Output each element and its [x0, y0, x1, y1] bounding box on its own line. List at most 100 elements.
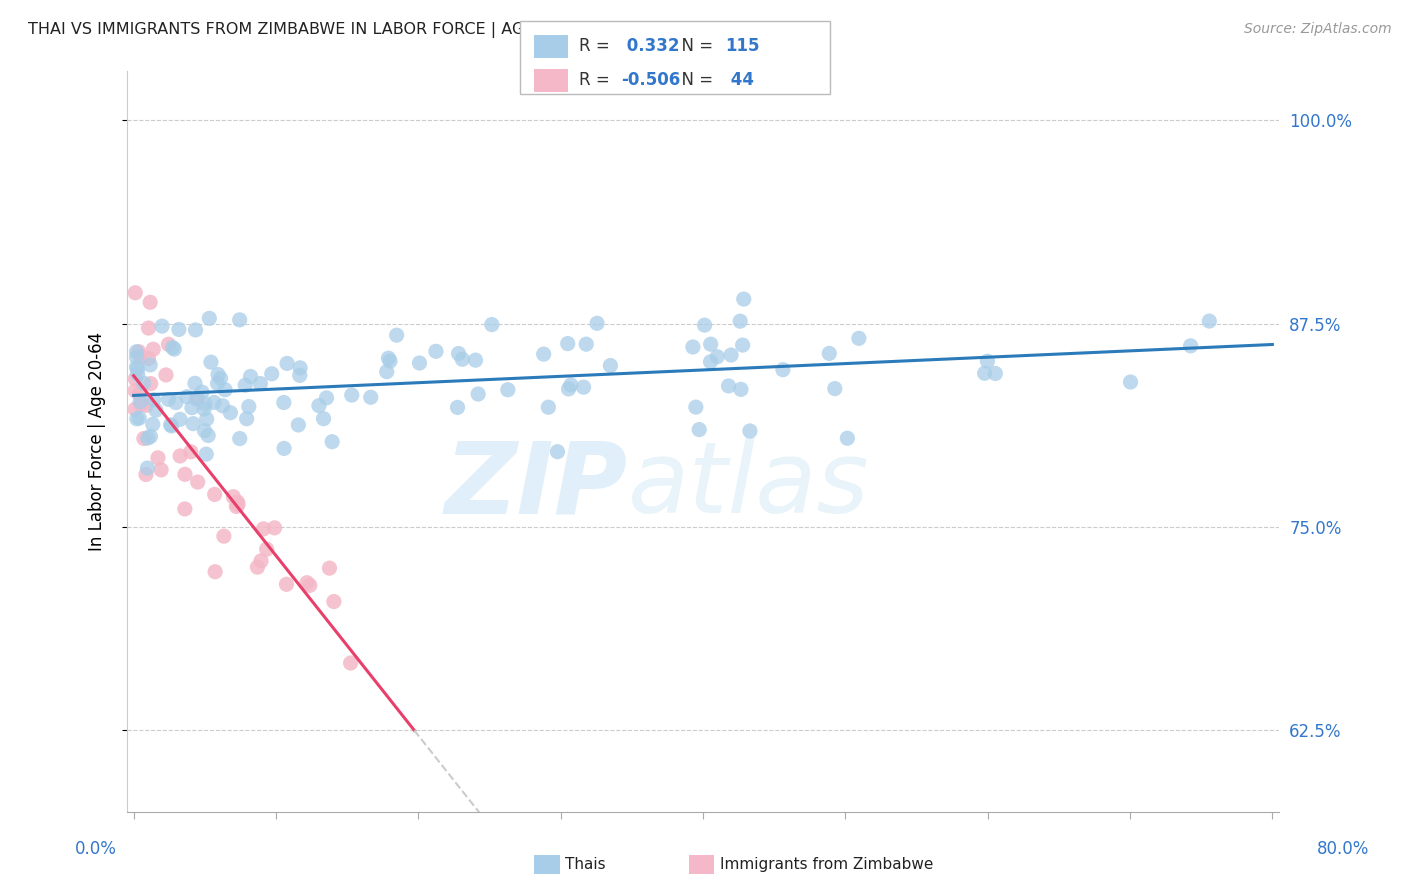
Point — [263, 521, 285, 535]
Point — [360, 390, 382, 404]
Point — [318, 561, 340, 575]
Point — [599, 359, 621, 373]
Point — [129, 394, 152, 409]
Point — [738, 424, 761, 438]
Point — [204, 487, 226, 501]
Point — [973, 366, 995, 380]
Point — [127, 362, 149, 376]
Text: 80.0%: 80.0% — [1316, 840, 1369, 858]
Point — [818, 346, 841, 360]
Point — [239, 369, 262, 384]
Point — [191, 385, 214, 400]
Point — [464, 353, 486, 368]
Point — [186, 392, 208, 406]
Point — [173, 502, 195, 516]
Point — [682, 340, 704, 354]
Point — [321, 434, 343, 449]
Point — [586, 316, 609, 330]
Point — [273, 395, 295, 409]
Point — [717, 379, 740, 393]
Point — [180, 444, 202, 458]
Point — [225, 500, 247, 514]
Point — [228, 313, 250, 327]
Y-axis label: In Labor Force | Age 20-64: In Labor Force | Age 20-64 — [87, 332, 105, 551]
Point — [733, 292, 755, 306]
Text: N =: N = — [671, 37, 718, 55]
Point — [159, 417, 181, 432]
Point — [340, 388, 363, 402]
Point — [163, 342, 186, 356]
Point — [195, 447, 218, 461]
Point — [249, 376, 271, 391]
Point — [315, 391, 337, 405]
Point — [250, 554, 273, 568]
Point — [146, 450, 169, 465]
Text: atlas: atlas — [628, 437, 870, 534]
Point — [186, 392, 208, 406]
Point — [229, 432, 252, 446]
Text: -0.506: -0.506 — [621, 71, 681, 89]
Point — [572, 380, 595, 394]
Point — [128, 411, 150, 425]
Point — [157, 337, 180, 351]
Point — [699, 355, 721, 369]
Point — [145, 403, 167, 417]
Point — [193, 424, 215, 438]
Point — [204, 565, 226, 579]
Point — [127, 368, 149, 382]
Point — [730, 383, 752, 397]
Point — [276, 356, 298, 370]
Point — [198, 311, 221, 326]
Point — [165, 395, 187, 409]
Point — [124, 372, 146, 386]
Point — [699, 337, 721, 351]
Point — [246, 560, 269, 574]
Text: 115: 115 — [725, 37, 761, 55]
Point — [155, 368, 177, 382]
Point — [1180, 339, 1202, 353]
Point — [226, 498, 249, 512]
Point — [187, 475, 209, 489]
Point — [124, 384, 146, 398]
Point — [202, 395, 225, 409]
Point — [169, 412, 191, 426]
Point — [142, 343, 165, 357]
Point — [425, 344, 447, 359]
Text: 0.0%: 0.0% — [75, 840, 117, 858]
Point — [378, 354, 401, 368]
Point — [136, 461, 159, 475]
Point — [184, 376, 207, 391]
Point — [451, 352, 474, 367]
Point — [575, 337, 598, 351]
Point — [169, 449, 191, 463]
Point — [288, 368, 311, 383]
Point — [142, 392, 165, 407]
Text: Immigrants from Zimbabwe: Immigrants from Zimbabwe — [720, 857, 934, 871]
Point — [138, 321, 160, 335]
Point — [219, 406, 242, 420]
Point — [252, 522, 274, 536]
Point — [481, 318, 503, 332]
Point — [181, 417, 204, 431]
Text: 44: 44 — [725, 71, 755, 89]
Point — [238, 400, 260, 414]
Point — [200, 355, 222, 369]
Point — [139, 295, 162, 310]
Point — [295, 575, 318, 590]
Point — [385, 328, 408, 343]
Point — [193, 402, 215, 417]
Point — [176, 390, 198, 404]
Point — [298, 578, 321, 592]
Point — [720, 348, 742, 362]
Point — [124, 402, 146, 417]
Point — [162, 341, 184, 355]
Text: ZIP: ZIP — [446, 437, 628, 534]
Point — [984, 367, 1007, 381]
Point — [157, 392, 180, 407]
Point — [260, 367, 283, 381]
Point — [848, 331, 870, 345]
Point — [132, 376, 155, 391]
Point — [167, 322, 190, 336]
Point — [1198, 314, 1220, 328]
Text: Thais: Thais — [565, 857, 606, 871]
